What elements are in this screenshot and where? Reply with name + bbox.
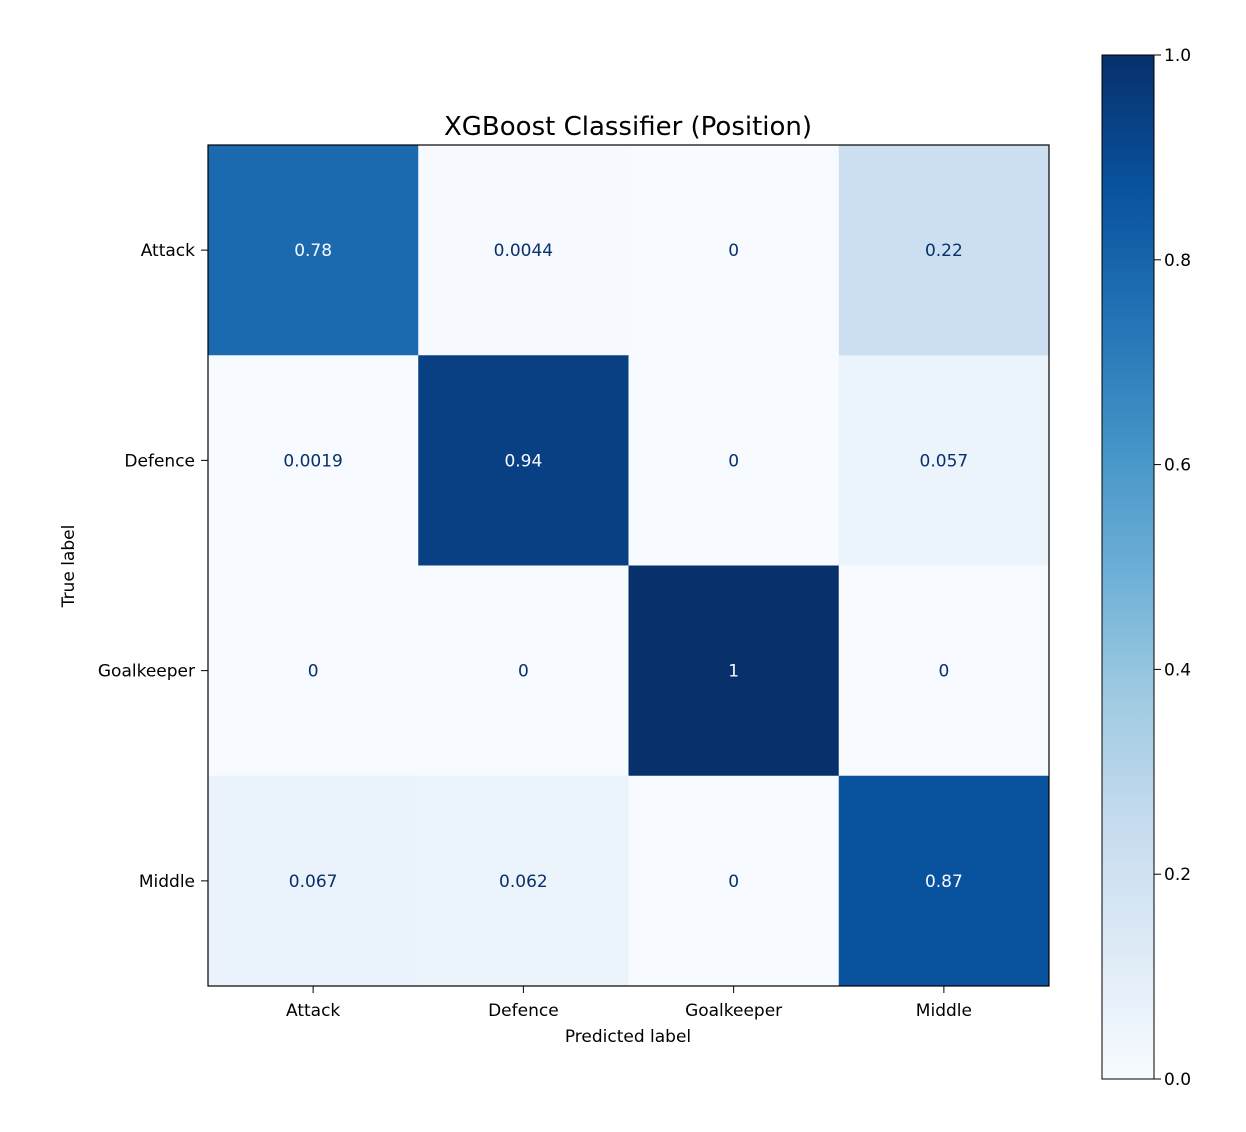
colorbar-tick-label: 0.0 [1164,1070,1191,1090]
cell-value-label: 0 [728,872,739,892]
heatmap-cell [418,775,629,987]
cell-value-label: 0.0044 [494,241,553,261]
colorbar-tick-label: 0.2 [1164,865,1191,885]
y-tick-label: Defence [124,451,195,471]
heatmap-cell [208,355,419,566]
heatmap-cell [628,775,840,987]
x-tick-label: Middle [916,1001,972,1021]
heatmap-cell [838,565,1050,777]
x-tick-label: Goalkeeper [685,1001,782,1021]
cell-value-label: 0.94 [504,451,542,471]
cell-value-labels: 0.78 0.0044 0 0.22 0.0019 0.94 0 0.057 0 0 1 0 0.067… [283,241,968,892]
heatmap-cell [838,145,1050,356]
heatmap-cell [628,145,840,356]
cell-value-label: 0 [308,662,319,682]
heatmap-cell [418,145,629,356]
y-axis-label: True label [59,525,79,609]
y-tick-label: Attack [141,241,195,261]
y-axis-ticks: Attack Defence Goalkeeper Middle [98,241,208,892]
y-tick-label: Middle [139,872,195,892]
x-tick-label: Attack [286,1001,340,1021]
cell-value-label: 0 [938,662,949,682]
heatmap-cell [838,355,1050,566]
colorbar-tick-label: 0.6 [1164,456,1191,476]
heatmap-cell [628,565,840,777]
cell-value-label: 0.87 [925,872,963,892]
heatmap-cell [208,565,419,777]
cell-value-label: 0 [728,241,739,261]
heatmap-cell [838,775,1050,987]
cell-value-label: 0.062 [499,872,548,892]
heatmap-cell [628,355,840,566]
heatmap-cell [208,145,419,356]
colorbar-tick-label: 1.0 [1164,46,1191,66]
cell-value-label: 0 [518,662,529,682]
x-tick-label: Defence [488,1001,559,1021]
y-tick-label: Goalkeeper [98,662,195,682]
cell-value-label: 0.057 [920,451,969,471]
cell-value-label: 0.067 [289,872,338,892]
cell-value-label: 0.0019 [283,451,342,471]
colorbar [1101,54,1155,1080]
cell-value-label: 0.22 [925,241,963,261]
heatmap-cells [208,145,1050,987]
colorbar-ticks: 0.0 0.2 0.4 0.6 0.8 1.0 [1154,46,1191,1090]
cell-value-label: 0.78 [294,241,332,261]
cell-value-label: 1 [728,662,739,682]
plot-frame [207,144,1050,987]
heatmap-cell [208,775,419,987]
heatmap-cell [418,355,629,566]
cell-value-label: 0 [728,451,739,471]
heatmap-cell [418,565,629,777]
x-axis-ticks: Attack Defence Goalkeeper Middle [286,986,972,1021]
chart-title: XGBoost Classifier (Position) [444,112,812,142]
colorbar-tick-label: 0.8 [1164,251,1191,271]
x-axis-label: Predicted label [565,1027,691,1047]
colorbar-tick-label: 0.4 [1164,660,1191,680]
